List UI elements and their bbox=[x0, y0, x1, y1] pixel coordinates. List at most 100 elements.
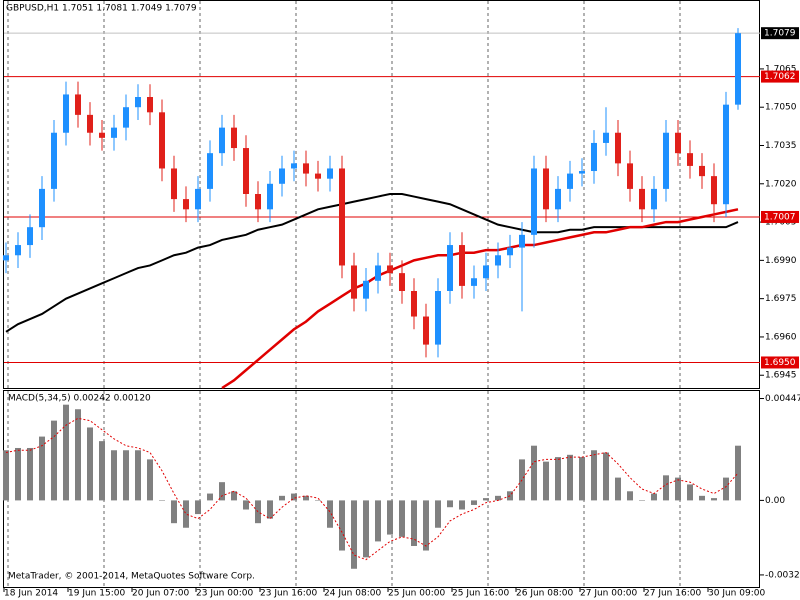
level-label: 1.7062 bbox=[764, 72, 796, 82]
macd-bar bbox=[531, 445, 537, 501]
macd-bar bbox=[699, 495, 705, 501]
candle-body bbox=[351, 265, 357, 299]
chart-title: GBPUSD,H1 1.7051 1.7081 1.7049 1.7079 bbox=[6, 4, 197, 14]
macd-bar bbox=[219, 482, 225, 501]
candle-body bbox=[591, 142, 597, 172]
candle-body bbox=[303, 163, 309, 174]
macd-bar bbox=[147, 459, 153, 501]
candle-body bbox=[339, 168, 345, 266]
candle-body bbox=[483, 265, 489, 279]
macd-bar bbox=[639, 500, 645, 501]
candle-body bbox=[87, 114, 93, 133]
footer: MetaTrader, © 2001-2014, MetaQuotes Soft… bbox=[8, 572, 255, 582]
candle-body bbox=[723, 104, 729, 205]
candle-body bbox=[531, 168, 537, 235]
moving-average bbox=[5, 193, 739, 333]
candle-body bbox=[423, 316, 429, 345]
candle-body bbox=[519, 234, 525, 248]
x-tick-label: 18 Jun 2014 bbox=[4, 589, 58, 599]
macd-bar bbox=[315, 500, 321, 501]
x-tick-label: 23 Jun 00:00 bbox=[196, 589, 253, 599]
macd-bar bbox=[183, 500, 189, 528]
candle-body bbox=[387, 265, 393, 274]
candle-body bbox=[435, 291, 441, 345]
macd-bar bbox=[195, 500, 201, 515]
y-tick-label: 1.6960 bbox=[765, 332, 797, 342]
macd-bar bbox=[339, 500, 345, 551]
candle-body bbox=[99, 132, 105, 138]
macd-bar bbox=[363, 500, 369, 558]
macd-bar bbox=[483, 498, 489, 501]
candle-body bbox=[75, 94, 81, 115]
candle-body bbox=[411, 291, 417, 317]
candle-body bbox=[51, 132, 57, 189]
candle-body bbox=[735, 33, 741, 105]
candle-body bbox=[471, 278, 477, 286]
macd-bar bbox=[471, 500, 477, 505]
candle-body bbox=[147, 97, 153, 113]
macd-bar bbox=[627, 491, 633, 501]
macd-bar bbox=[663, 475, 669, 501]
main-panel-frame bbox=[3, 0, 760, 389]
macd-bar bbox=[51, 420, 57, 501]
macd-signal bbox=[5, 417, 739, 561]
macd-bar bbox=[159, 500, 165, 501]
candle-body bbox=[711, 176, 717, 205]
y-tick-label: 0.00 bbox=[765, 496, 785, 506]
macd-bar bbox=[495, 495, 501, 501]
macd-bar bbox=[3, 450, 9, 501]
level-label-box bbox=[761, 70, 799, 83]
level-label-box bbox=[761, 210, 799, 223]
macd-bar bbox=[351, 500, 357, 569]
candle-body bbox=[195, 188, 201, 210]
candle-body bbox=[159, 112, 165, 169]
x-tick-label: 25 Jun 16:00 bbox=[452, 589, 509, 599]
macd-bar bbox=[387, 500, 393, 535]
macd-bar bbox=[651, 493, 657, 501]
x-tick-label: 24 Jun 08:00 bbox=[324, 589, 381, 599]
macd-bar bbox=[543, 461, 549, 501]
candle-body bbox=[555, 188, 561, 210]
macd-bar bbox=[39, 436, 45, 501]
y-tick-label: 1.7065 bbox=[765, 64, 797, 74]
macd-bar bbox=[555, 457, 561, 501]
macd-bar bbox=[399, 500, 405, 537]
macd-bar bbox=[99, 441, 105, 501]
macd-bar bbox=[423, 500, 429, 551]
candle-body bbox=[135, 97, 141, 108]
macd-bar bbox=[711, 498, 717, 501]
macd-bar bbox=[435, 500, 441, 528]
macd-bar bbox=[267, 500, 273, 519]
level-label: 1.6950 bbox=[764, 358, 796, 368]
last-price-box bbox=[761, 27, 799, 40]
macd-bar bbox=[615, 477, 621, 501]
macd-title: MACD(5,34,5) 0.00242 0.00120 bbox=[8, 394, 151, 404]
macd-bar bbox=[687, 484, 693, 501]
macd-bar bbox=[123, 450, 129, 501]
candle-body bbox=[111, 127, 117, 138]
candle-body bbox=[207, 153, 213, 189]
candle-body bbox=[123, 107, 129, 128]
candle-body bbox=[447, 245, 453, 291]
candle-body bbox=[15, 245, 21, 256]
candle-body bbox=[255, 194, 261, 210]
macd-bar bbox=[723, 477, 729, 501]
macd-bar bbox=[459, 500, 465, 510]
y-tick-label: 1.6975 bbox=[765, 294, 797, 304]
macd-bar bbox=[735, 445, 741, 501]
candle-body bbox=[243, 148, 249, 194]
x-tick-label: 27 Jun 16:00 bbox=[644, 589, 701, 599]
y-tick-label: -0.00327 bbox=[765, 570, 800, 580]
candle-body bbox=[267, 183, 273, 210]
candle-body bbox=[363, 280, 369, 299]
x-tick-label: 19 Jun 15:00 bbox=[68, 589, 125, 599]
candle-body bbox=[687, 153, 693, 166]
macd-bar bbox=[291, 493, 297, 501]
candle-body bbox=[627, 163, 633, 189]
macd-bar bbox=[447, 500, 453, 508]
macd-bar bbox=[15, 447, 21, 501]
macd-bar bbox=[603, 452, 609, 501]
x-tick-label: 30 Jun 09:00 bbox=[708, 589, 765, 599]
candle-body bbox=[399, 273, 405, 291]
macd-bar bbox=[411, 500, 417, 546]
